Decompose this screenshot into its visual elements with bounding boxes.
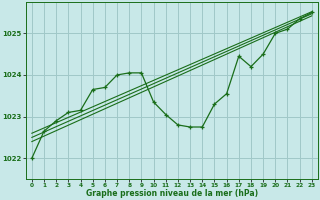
- X-axis label: Graphe pression niveau de la mer (hPa): Graphe pression niveau de la mer (hPa): [86, 189, 258, 198]
